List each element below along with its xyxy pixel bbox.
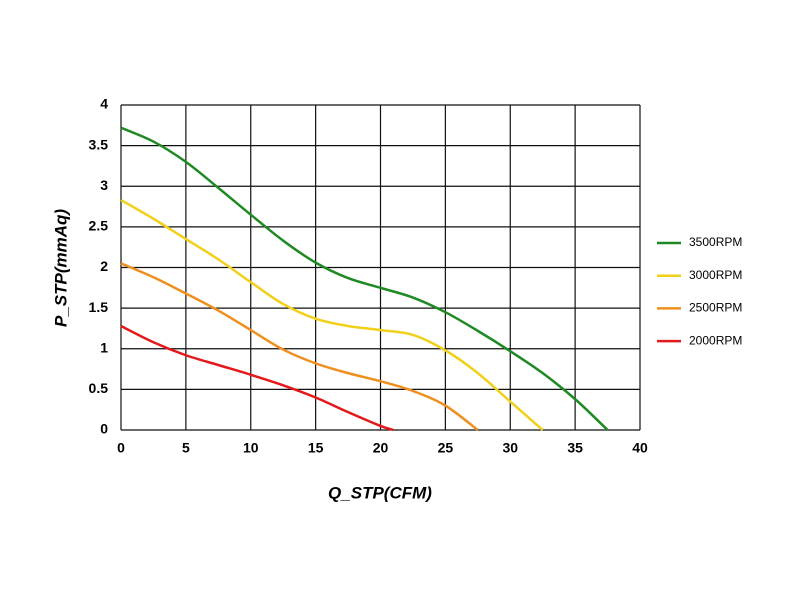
legend-label: 2500RPM	[689, 301, 742, 315]
x-tick-label: 5	[182, 440, 190, 456]
x-tick-label: 0	[117, 440, 125, 456]
y-tick-label: 3.5	[89, 136, 109, 152]
y-tick-label: 4	[100, 96, 108, 112]
x-axis-label: Q_STP(CFM)	[328, 483, 432, 502]
x-tick-label: 35	[567, 440, 583, 456]
x-tick-label: 10	[243, 440, 259, 456]
line-series	[120, 324, 394, 432]
y-tick-label: 2.5	[89, 218, 109, 234]
line-series	[120, 262, 479, 431]
line-series	[120, 198, 544, 431]
y-tick-label: 1.5	[89, 299, 109, 315]
x-tick-label: 40	[632, 440, 648, 456]
y-tick-label: 2	[100, 258, 108, 274]
y-tick-label: 3	[100, 177, 108, 193]
x-tick-label: 20	[373, 440, 389, 456]
legend-label: 3500RPM	[689, 235, 742, 249]
y-tick-label: 0	[100, 421, 108, 437]
x-tick-label: 15	[308, 440, 324, 456]
y-tick-label: 0.5	[89, 380, 109, 396]
y-tick-label: 1	[100, 339, 108, 355]
x-tick-label: 25	[438, 440, 454, 456]
y-axis-label: P_STP(mmAq)	[51, 209, 70, 327]
legend-label: 3000RPM	[689, 268, 742, 282]
legend-label: 2000RPM	[689, 333, 742, 347]
line-series	[120, 126, 609, 431]
x-tick-label: 30	[502, 440, 518, 456]
